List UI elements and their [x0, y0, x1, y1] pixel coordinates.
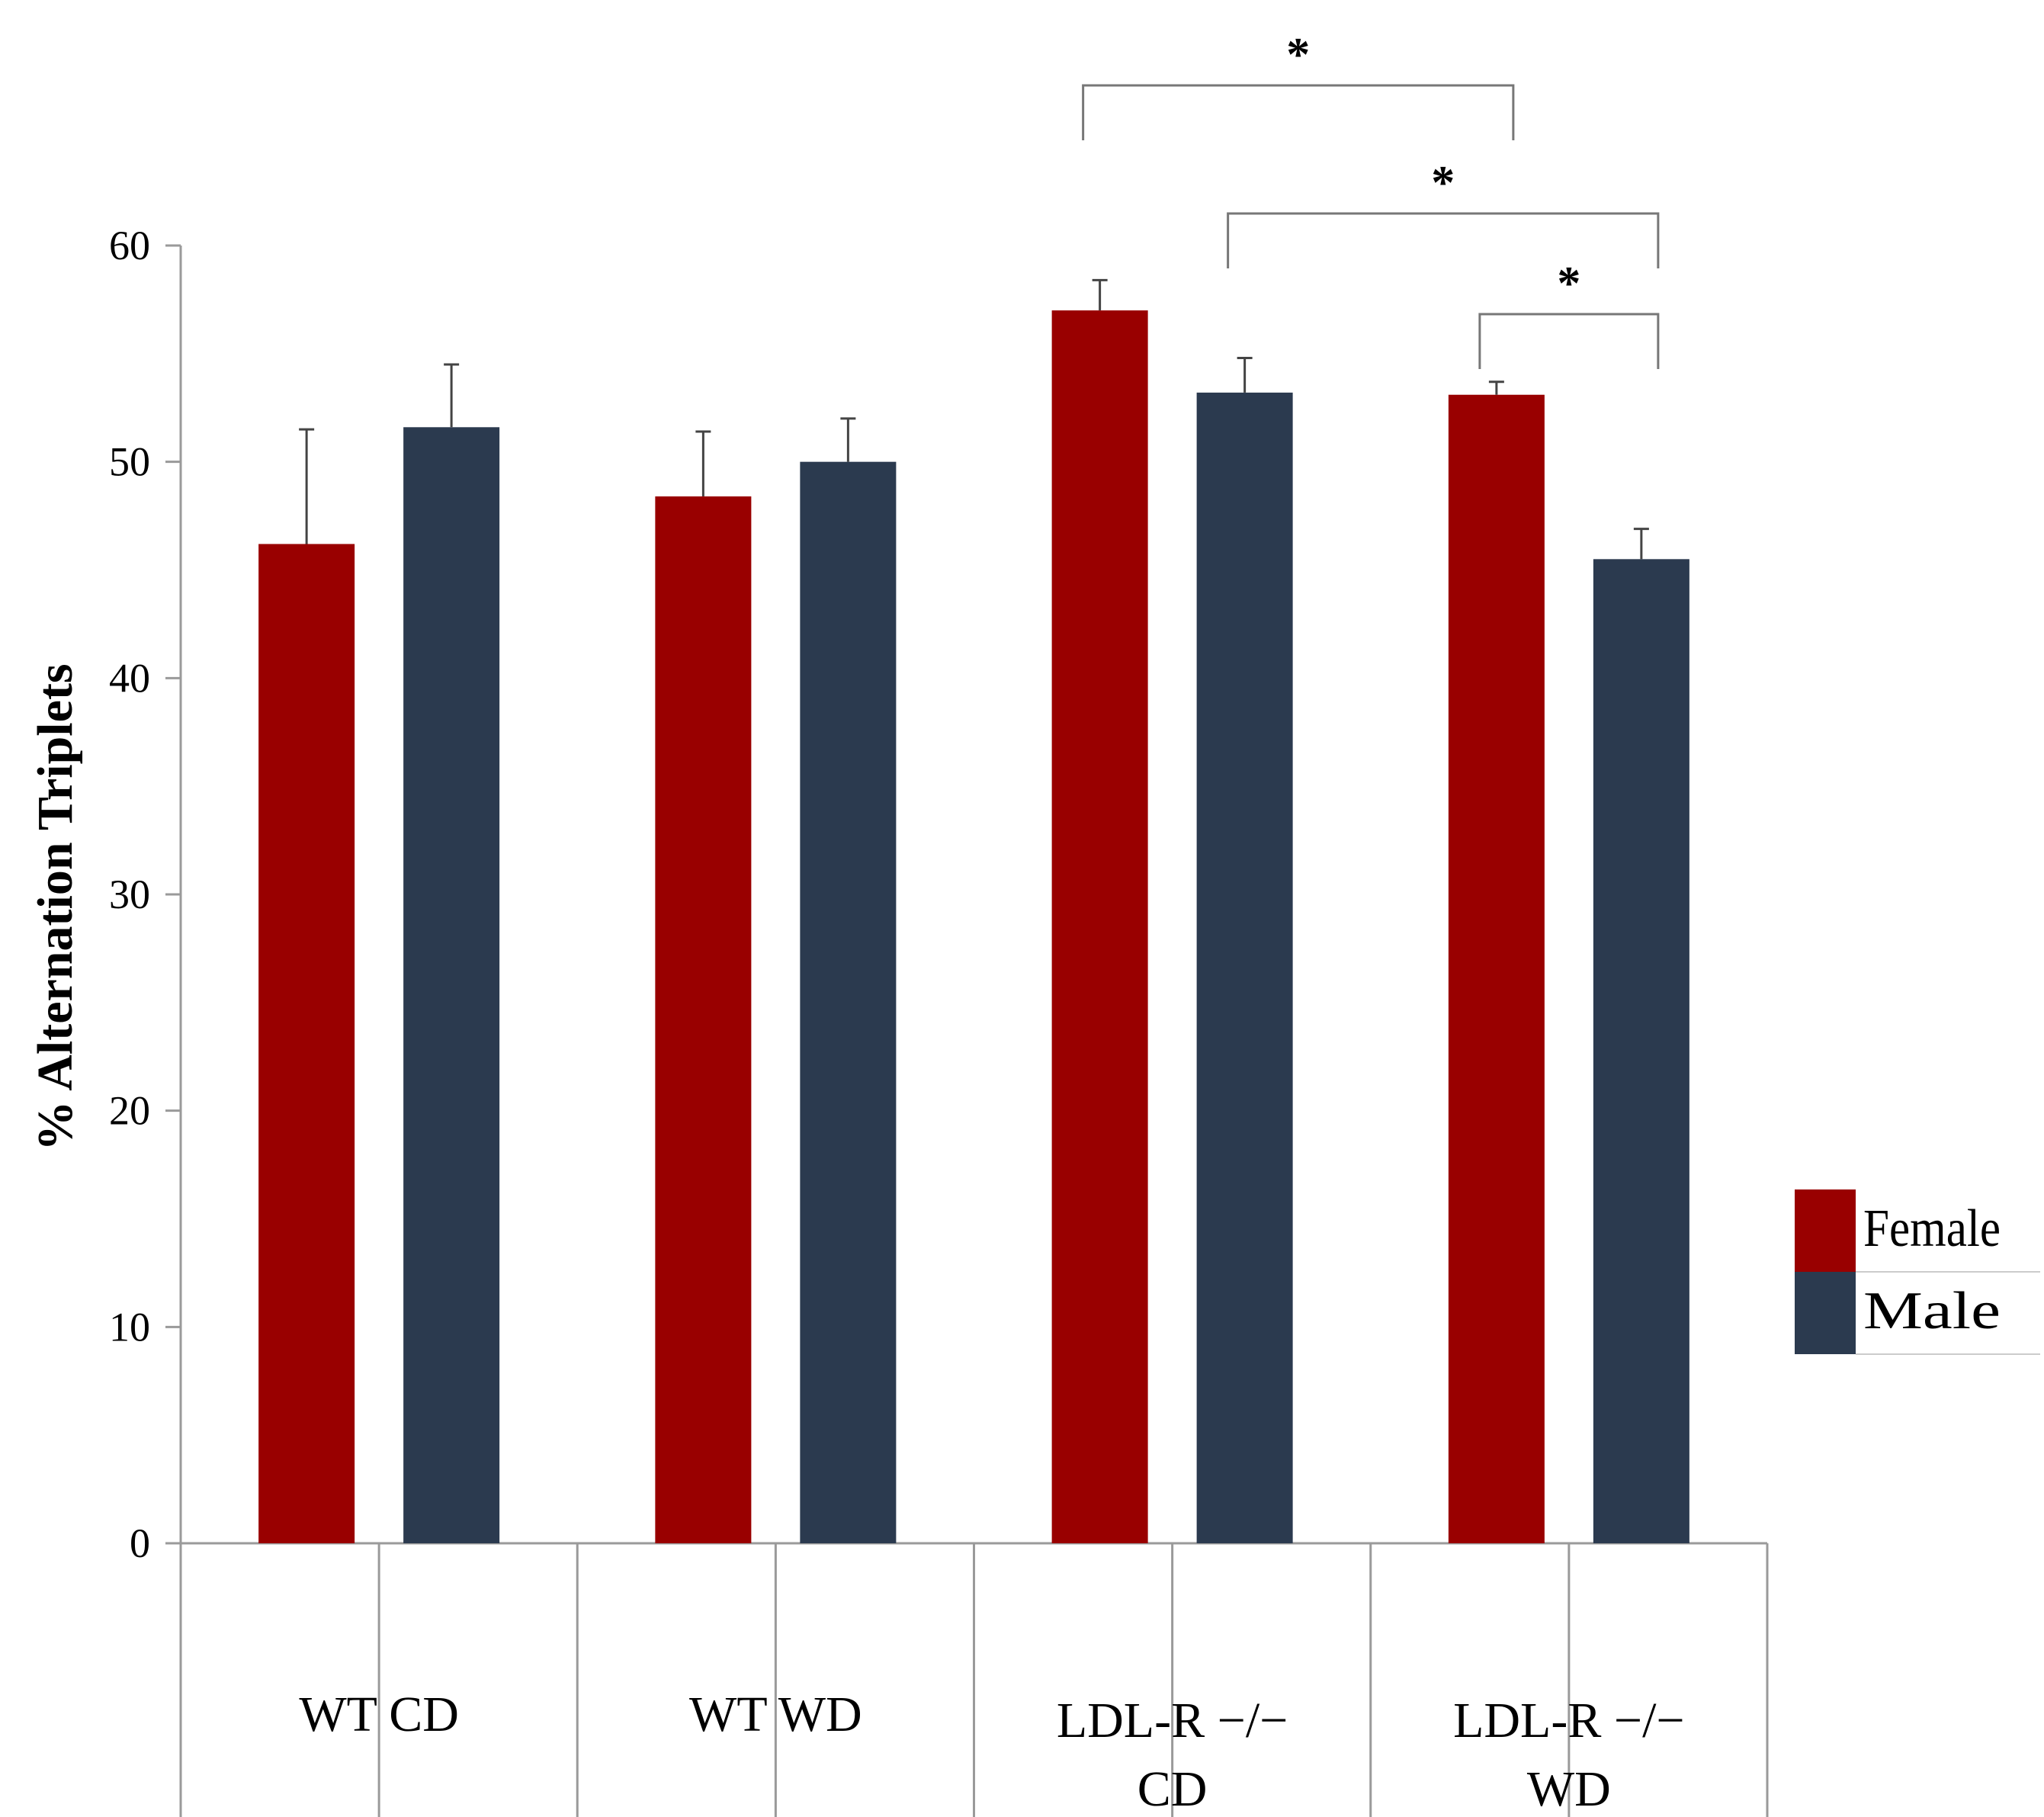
x-category-label: LDL-R −/− — [1057, 1693, 1288, 1748]
bar-female[interactable] — [655, 496, 752, 1543]
significance-star: * — [1557, 258, 1580, 310]
x-category-label: LDL-R −/− — [1453, 1693, 1685, 1748]
legend-label-female[interactable]: Female — [1863, 1199, 2001, 1258]
bar-male[interactable] — [1196, 392, 1293, 1543]
bar-female[interactable] — [258, 544, 355, 1544]
bar-female[interactable] — [1051, 310, 1148, 1544]
significance-bracket — [1227, 212, 1660, 268]
bar-female[interactable] — [1448, 394, 1545, 1543]
y-tick-label: 60 — [109, 223, 150, 268]
x-category-label: WT WD — [689, 1687, 862, 1742]
y-axis-label: % Alternation Triplets — [27, 663, 83, 1151]
significance-bracket — [1082, 84, 1515, 140]
significance-brackets: * * * — [1082, 29, 1660, 369]
bars — [258, 310, 1689, 1544]
bar-male[interactable] — [403, 427, 500, 1543]
legend-swatch-female[interactable] — [1795, 1189, 1856, 1272]
bar-male[interactable] — [800, 461, 897, 1543]
significance-bracket — [1478, 313, 1660, 369]
legend-label-male[interactable]: Male — [1863, 1282, 2001, 1340]
legend[interactable]: Female Male — [1795, 1189, 2040, 1355]
legend-swatch-male[interactable] — [1795, 1272, 1856, 1354]
x-category-label: WD — [1527, 1761, 1611, 1817]
y-tick-label: 40 — [109, 655, 150, 701]
x-category-label: CD — [1138, 1761, 1208, 1817]
bar-male[interactable] — [1593, 559, 1689, 1543]
x-category-label: WT CD — [299, 1687, 459, 1742]
y-tick-label: 50 — [109, 439, 150, 485]
significance-star: * — [1431, 157, 1455, 209]
y-tick-label: 10 — [109, 1304, 150, 1350]
y-tick-label: 0 — [130, 1520, 150, 1566]
y-axis: 0 10 20 30 40 50 60 — [109, 223, 182, 1566]
y-tick-label: 30 — [109, 872, 150, 917]
y-tick-label: 20 — [109, 1088, 150, 1134]
x-axis: WT CD WT WD LDL-R −/− CD LDL-R −/− WD — [179, 1542, 1769, 1817]
error-bars — [299, 278, 1649, 560]
significance-star: * — [1286, 29, 1310, 81]
